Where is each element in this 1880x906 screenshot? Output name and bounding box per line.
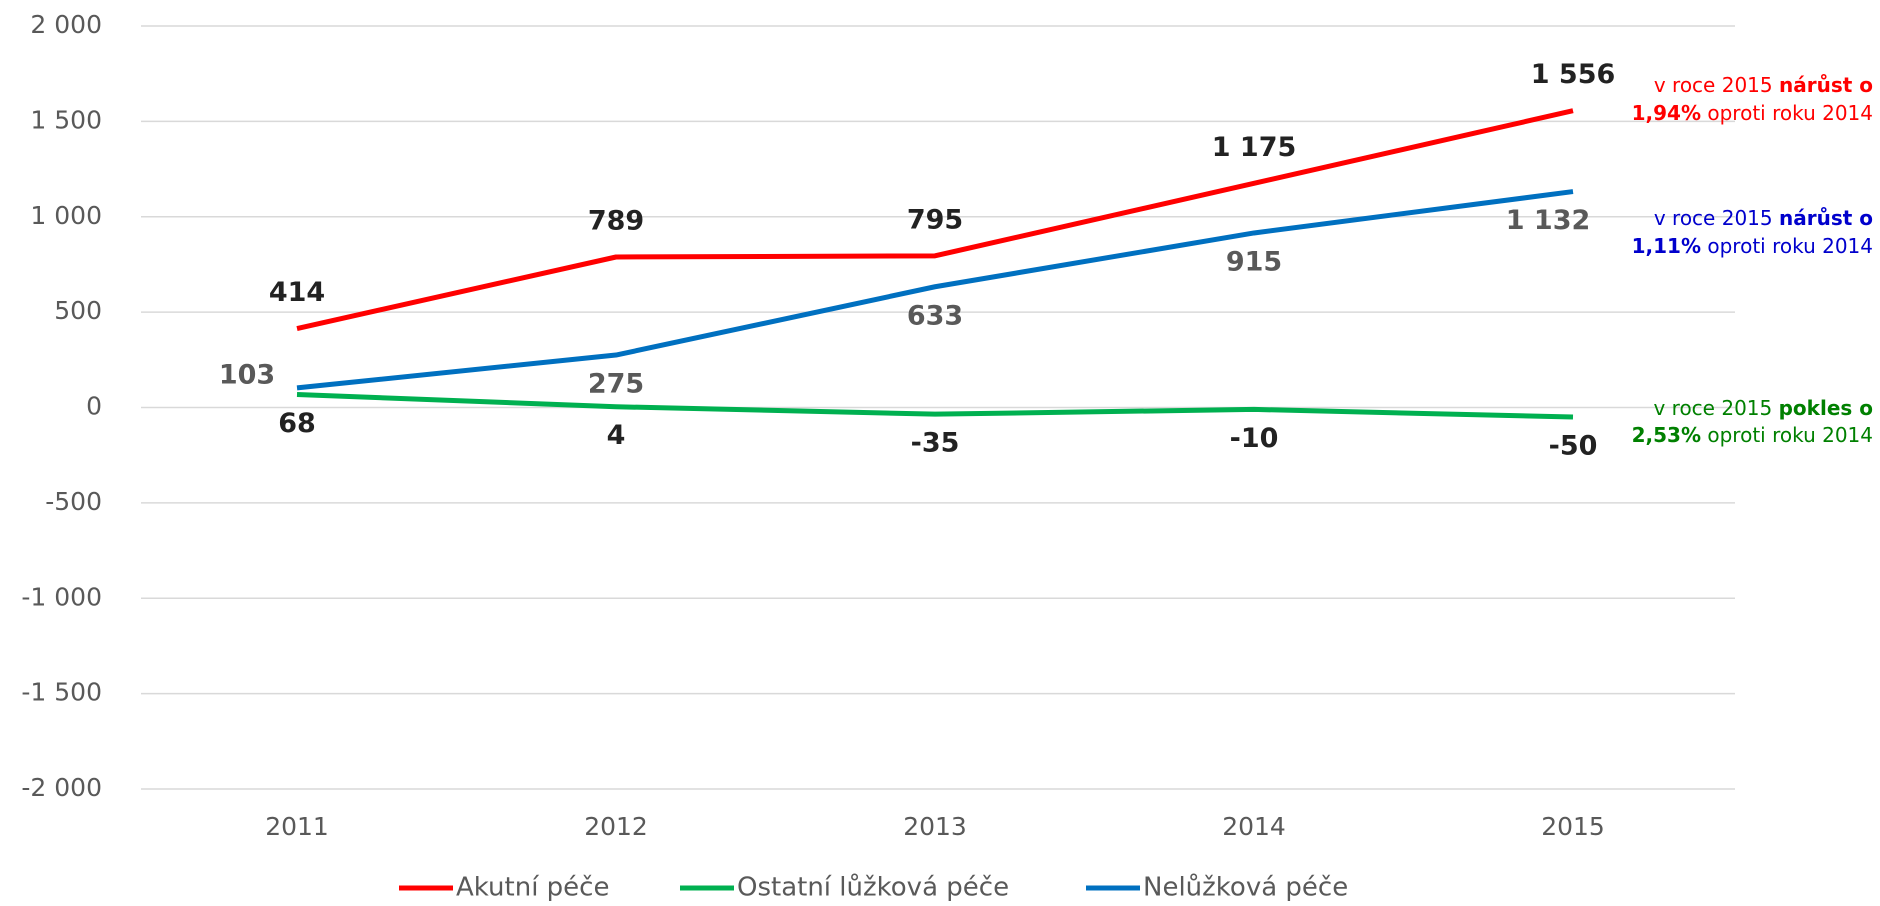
annotation: 1,94% oproti roku 2014 xyxy=(1632,101,1873,125)
data-label: 4 xyxy=(607,420,626,451)
annotation-part: v roce 2015 xyxy=(1653,396,1778,420)
data-label: 414 xyxy=(269,277,325,308)
annotation: v roce 2015 nárůst o xyxy=(1654,206,1873,230)
y-tick-label: 1 000 xyxy=(30,201,102,230)
legend-label: Akutní péče xyxy=(456,873,609,903)
series-line xyxy=(296,392,1574,420)
data-label: 275 xyxy=(588,369,644,400)
annotation-part: nárůst o xyxy=(1779,206,1873,230)
annotation-part: pokles o xyxy=(1779,396,1873,420)
y-tick-label: -1 000 xyxy=(21,582,102,611)
data-label: -50 xyxy=(1549,431,1598,462)
annotation-part: v roce 2015 xyxy=(1654,73,1779,97)
y-tick-label: -1 500 xyxy=(21,678,102,707)
annotation-part: 1,11% xyxy=(1632,234,1701,258)
annotation: v roce 2015 pokles o xyxy=(1653,396,1873,420)
x-tick-label: 2011 xyxy=(265,812,329,841)
series-line xyxy=(296,189,1574,391)
y-tick-label: 0 xyxy=(86,392,102,421)
annotation-part: 2,53% xyxy=(1632,423,1701,447)
annotation-part: oproti roku 2014 xyxy=(1701,423,1873,447)
data-label: 1 556 xyxy=(1531,59,1616,90)
y-tick-label: 500 xyxy=(54,296,102,325)
data-label: 789 xyxy=(588,205,644,236)
x-tick-label: 2012 xyxy=(584,812,648,841)
data-label: 795 xyxy=(907,204,963,235)
x-tick-label: 2014 xyxy=(1222,812,1286,841)
series-line xyxy=(296,108,1574,331)
annotation: v roce 2015 nárůst o xyxy=(1654,73,1873,97)
data-label: 1 132 xyxy=(1506,205,1591,236)
annotation: 1,11% oproti roku 2014 xyxy=(1632,234,1873,258)
y-tick-label: 1 500 xyxy=(30,105,102,134)
y-tick-label: -500 xyxy=(45,487,102,516)
annotation-part: nárůst o xyxy=(1779,73,1873,97)
annotation-part: oproti roku 2014 xyxy=(1701,234,1873,258)
legend-label: Nelůžková péče xyxy=(1143,873,1348,903)
annotation: 2,53% oproti roku 2014 xyxy=(1632,423,1873,447)
x-tick-label: 2015 xyxy=(1541,812,1605,841)
data-label: 915 xyxy=(1226,246,1282,277)
y-tick-label: 2 000 xyxy=(30,10,102,39)
annotation-part: oproti roku 2014 xyxy=(1701,101,1873,125)
x-tick-label: 2013 xyxy=(903,812,967,841)
data-label: -10 xyxy=(1230,423,1279,454)
y-tick-label: -2 000 xyxy=(21,773,102,802)
data-label: 633 xyxy=(907,300,963,331)
data-label: -35 xyxy=(911,428,960,459)
data-label: 103 xyxy=(219,359,275,390)
data-label: 1 175 xyxy=(1212,132,1297,163)
annotation-part: 1,94% xyxy=(1632,101,1701,125)
data-label: 68 xyxy=(278,408,316,439)
legend-label: Ostatní lůžková péče xyxy=(737,873,1009,903)
annotation-part: v roce 2015 xyxy=(1654,206,1779,230)
